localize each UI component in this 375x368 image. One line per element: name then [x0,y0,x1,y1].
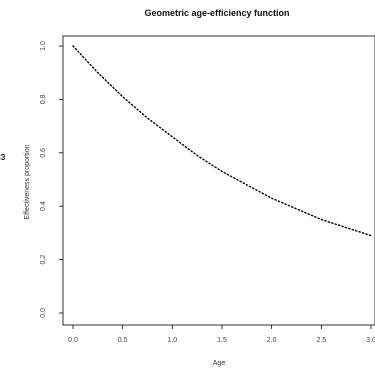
series-line-0 [72,45,372,237]
x-tick-label: 3.0 [366,337,375,344]
x-tick-label: 0.5 [118,337,128,344]
series-layer [72,45,372,237]
x-tick-label: 1.5 [217,337,227,344]
y-tick-label: 1.0 [40,41,47,51]
x-axis-label: Age [213,360,226,367]
chart-title: Geometric age-efficiency function [144,8,289,18]
y-tick-label: 0.4 [40,201,47,211]
y-tick-label: 0.8 [40,94,47,104]
y-axis: 0.0 0.2 0.4 0.6 0.8 1.0 [40,41,63,318]
x-axis: 0.0 0.5 1.0 1.5 2.0 2.5 3.0 [68,325,375,344]
x-tick-label: 2.0 [267,337,277,344]
plot-frame [62,35,375,326]
y-axis-label: Effectiveness proportion [24,144,31,219]
x-tick-label: 2.5 [316,337,326,344]
x-tick-label: 0.0 [68,337,78,344]
y-tick-label: 0.0 [40,308,47,318]
y-tick-label: 0.6 [40,148,47,158]
x-tick-label: 1.0 [167,337,177,344]
y-axis-symbol: ω [0,153,7,160]
y-tick-label: 0.2 [40,255,47,265]
